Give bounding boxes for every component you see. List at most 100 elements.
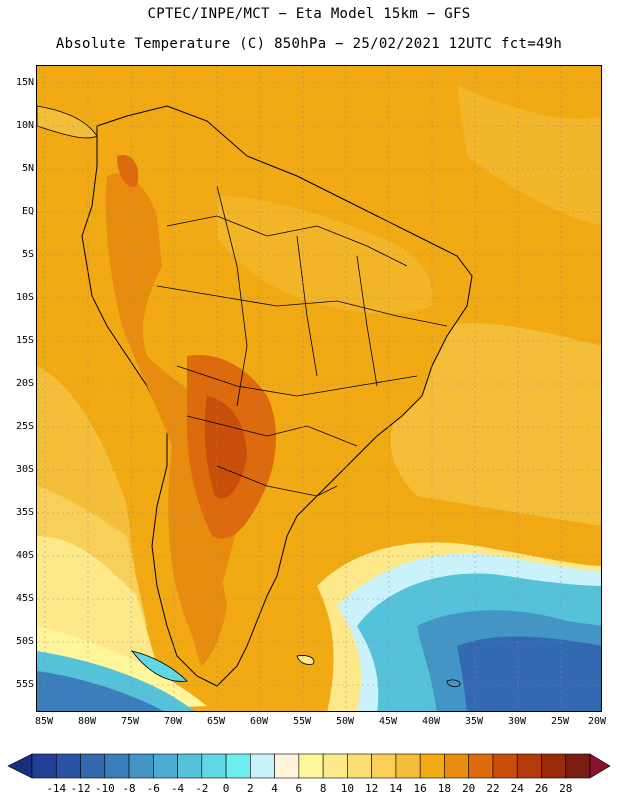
falkland-islands [296, 655, 315, 665]
colorbar-swatch [395, 753, 421, 779]
colorbar-swatch [250, 753, 275, 779]
central-america-landmass [37, 105, 98, 139]
colorbar-swatch [177, 753, 203, 779]
colorbar-swatch [347, 753, 372, 779]
colorbar-tick-label: 12 [365, 782, 379, 795]
patagonia-warm-zone [185, 526, 227, 666]
border-north [166, 215, 408, 267]
colorbar-swatch [225, 753, 251, 779]
colorbar-tick-label: -10 [94, 782, 115, 795]
lon-label-25w: 25W [550, 716, 570, 727]
colorbar-tick-label: 28 [559, 782, 573, 795]
colorbar-tick-label: 10 [340, 782, 355, 795]
lat-label-25s: 25S [15, 421, 34, 432]
colorbar-tick-label: -4 [170, 782, 185, 795]
lon-label-55w: 55W [292, 716, 312, 727]
colorbar-tick-label: 14 [389, 782, 403, 795]
lon-label-85w: 85W [34, 716, 54, 727]
colorbar-tick-label: 18 [437, 782, 452, 795]
lat-label-eq: EQ [21, 206, 34, 217]
colorbar-tick-label: -2 [195, 782, 209, 795]
colorbar-swatch [274, 753, 300, 779]
colorbar-swatch [298, 753, 324, 779]
atlantic-patch [457, 86, 601, 226]
colorbar-swatch [55, 753, 81, 779]
border-brazil-west [296, 235, 318, 377]
border-brazil-states [356, 255, 378, 387]
drake-passage-cold [37, 671, 164, 711]
colorbar-tick-label: 20 [462, 782, 476, 795]
lon-label-70w: 70W [163, 716, 183, 727]
colorbar-swatch [31, 753, 57, 779]
south-atlantic-colder [457, 636, 601, 711]
colorbar-tick-label: 4 [271, 782, 278, 795]
colorbar-tick-label: 22 [486, 782, 500, 795]
lat-label-40s: 40S [15, 550, 34, 561]
colorbar-tick-label: 0 [222, 782, 230, 795]
colorbar-tick-label: 6 [295, 782, 303, 795]
lon-label-60w: 60W [249, 716, 269, 727]
colorbar-high-arrow [589, 753, 611, 779]
country-borders [156, 185, 448, 497]
lon-label-65w: 65W [206, 716, 226, 727]
amazon-lighter-zone [217, 196, 433, 314]
colorbar-swatch [419, 753, 445, 779]
colorbar-swatch [444, 753, 469, 779]
colorbar-tick-label: 26 [534, 782, 549, 795]
lon-label-20w: 20W [587, 716, 607, 727]
lat-label-50s: 50S [15, 636, 34, 647]
south-georgia-island [446, 679, 461, 688]
chaco-hotter-core [204, 396, 247, 499]
colorbar-swatch [104, 753, 130, 779]
tierra-del-fuego [131, 650, 188, 682]
lat-label-20s: 20S [15, 378, 34, 389]
colorbar-swatch [516, 753, 542, 779]
colorbar-tick-label: 2 [247, 782, 254, 795]
colorbar-swatch [371, 753, 397, 779]
temperature-colorbar [7, 753, 611, 779]
colorbar-low-arrow [7, 753, 33, 779]
colorbar-swatch [201, 753, 227, 779]
colorbar-swatch [322, 753, 348, 779]
lon-label-50w: 50W [335, 716, 355, 727]
border-central [176, 365, 418, 397]
lat-label-5n: 5N [21, 163, 34, 174]
colorbar-swatch [80, 753, 106, 779]
lon-label-75w: 75W [120, 716, 140, 727]
lat-label-15s: 15S [15, 335, 34, 346]
lat-label-5s: 5S [21, 249, 34, 260]
lat-label-10n: 10N [15, 120, 34, 131]
colorbar-swatch [492, 753, 518, 779]
map-title-line-1: CPTEC/INPE/MCT − Eta Model 15km − GFS [147, 6, 471, 22]
pacific-cooler-band [37, 536, 157, 666]
temperature-field [37, 66, 601, 711]
map-gridlines [37, 66, 601, 711]
lon-label-30w: 30W [507, 716, 527, 727]
colorbar-swatch [541, 753, 567, 779]
colombia-hot-patch [117, 155, 139, 187]
lat-label-10s: 10S [15, 292, 34, 303]
lat-label-35s: 35S [15, 507, 34, 518]
colorbar-tick-label: 16 [413, 782, 427, 795]
colorbar-tick-label: -14 [46, 782, 67, 795]
colorbar-tick-label: 24 [510, 782, 524, 795]
colorbar-swatch [128, 753, 154, 779]
lon-label-35w: 35W [464, 716, 484, 727]
lon-label-40w: 40W [421, 716, 441, 727]
colorbar-swatch [468, 753, 494, 779]
border-paraguay [186, 415, 358, 447]
temperature-map [36, 65, 602, 712]
lat-label-15n: 15N [15, 77, 34, 88]
colorbar-swatch [565, 753, 591, 779]
lat-label-55s: 55S [15, 679, 34, 690]
lat-label-30s: 30S [15, 464, 34, 475]
map-title-line-2: Absolute Temperature (C) 850hPa − 25/02/… [55, 36, 563, 52]
lat-label-45s: 45S [15, 593, 34, 604]
colorbar-tick-label: -8 [122, 782, 136, 795]
subtropical-atlantic [390, 323, 601, 526]
colorbar-tick-label: -6 [146, 782, 160, 795]
border-amazon [156, 285, 448, 327]
lon-label-80w: 80W [77, 716, 97, 727]
colorbar-tick-label: 8 [319, 782, 327, 795]
border-uruguay [216, 465, 338, 497]
